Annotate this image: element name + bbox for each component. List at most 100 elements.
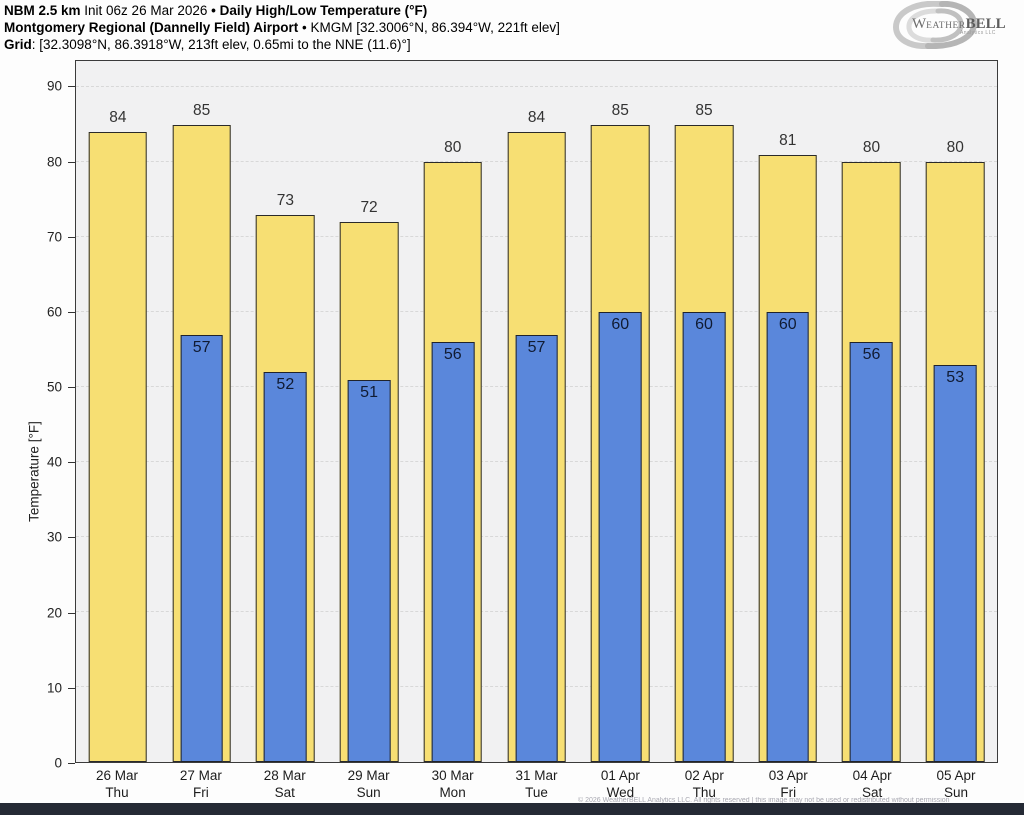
x-tick-date: 27 Mar: [179, 768, 222, 783]
chart-header: NBM 2.5 km Init 06z 26 Mar 2026 • Daily …: [4, 2, 560, 53]
x-tick-day: Wed: [606, 785, 635, 800]
low-bar: 60: [598, 312, 642, 762]
high-value-label: 80: [444, 139, 462, 157]
x-tick-day: Fri: [780, 785, 797, 800]
bar-group-31-Mar: 84 57: [495, 61, 579, 762]
station-meta: KMGM [32.3006°N, 86.394°W, 221ft elev]: [310, 20, 560, 35]
x-tick-day: Sun: [356, 785, 381, 800]
high-value-label: 84: [109, 109, 127, 127]
high-value-label: 80: [946, 139, 964, 157]
x-axis-labels: 26 Mar Thu 27 Mar Fri 28 Mar Sat 29 Mar Sun 30 M…: [75, 767, 998, 801]
y-axis: Temperature [°F] 0 10 20 30 40 50 60 70 80 90: [0, 60, 75, 771]
bar-group-02-Apr: 85 60: [662, 61, 746, 762]
high-value-label: 81: [779, 131, 797, 149]
x-tick-date: 26 Mar: [95, 768, 138, 783]
low-value-label: 51: [360, 383, 378, 401]
y-tick-mark: [68, 236, 75, 238]
y-tick-label: 90: [46, 78, 62, 94]
x-tick-day: Sat: [861, 785, 883, 800]
high-bar: [88, 132, 148, 762]
low-bar: 56: [431, 342, 475, 762]
header-line-3: Grid: [32.3098°N, 86.3918°W, 213ft elev,…: [4, 36, 560, 53]
x-tick-label: 29 Mar Sun: [327, 767, 411, 801]
logo-wordmark: WEATHERBELL: [912, 15, 1006, 33]
y-tick-mark: [68, 763, 75, 764]
x-tick-day: Sun: [944, 785, 969, 800]
low-value-label: 60: [611, 316, 630, 334]
logo-smallcaps: EATHER: [926, 21, 966, 31]
low-bar: 60: [766, 312, 810, 762]
header-line-1: NBM 2.5 km Init 06z 26 Mar 2026 • Daily …: [4, 2, 560, 19]
grid-label: Grid: [4, 37, 32, 52]
copyright-text: © 2026 WeatherBELL Analytics LLC. All ri…: [578, 797, 950, 804]
y-tick-label: 10: [46, 680, 62, 696]
x-tick-label: 28 Mar Sat: [243, 767, 327, 801]
x-tick-label: 30 Mar Mon: [411, 767, 495, 801]
grid-value: : [32.3098°N, 86.3918°W, 213ft elev, 0.6…: [31, 37, 411, 52]
x-tick-day: Tue: [525, 785, 548, 800]
low-bar: 57: [180, 334, 223, 762]
y-tick-label: 80: [46, 154, 62, 170]
x-tick-day: Thu: [105, 785, 129, 800]
x-tick-label: 26 Mar Thu: [75, 767, 159, 801]
bar-group-26-Mar: 84: [76, 61, 160, 762]
x-tick-date: 03 Apr: [768, 768, 808, 783]
y-tick-mark: [68, 86, 75, 88]
x-tick-day: Fri: [192, 785, 209, 800]
x-tick-day: Thu: [692, 785, 716, 800]
low-value-label: 56: [443, 346, 462, 364]
low-bar: 51: [347, 379, 391, 762]
low-bar: 60: [682, 312, 726, 762]
y-tick-mark: [68, 687, 75, 689]
low-value-label: 57: [192, 338, 211, 356]
low-value-label: 52: [276, 376, 295, 394]
y-axis-title: Temperature [°F]: [26, 421, 42, 522]
bar-group-03-Apr: 81 60: [746, 61, 830, 762]
weatherbell-logo: WEATHERBELL Analytics LLC: [878, 0, 1014, 50]
low-bar: 52: [263, 372, 307, 762]
low-value-label: 60: [695, 316, 713, 334]
x-tick-date: 28 Mar: [263, 768, 306, 783]
x-tick-day: Sat: [274, 785, 295, 800]
bullet-separator: •: [298, 20, 311, 35]
bar-group-29-Mar: 72 51: [327, 61, 411, 762]
y-tick-mark: [68, 612, 75, 614]
high-value-label: 72: [360, 199, 378, 217]
x-tick-label: 01 Apr Wed: [578, 767, 662, 801]
hurricane-swirl-icon: [892, 1, 978, 49]
high-value-label: 85: [695, 101, 713, 119]
bar-group-30-Mar: 80 56: [411, 61, 495, 762]
bar-group-28-Mar: 73 52: [243, 61, 327, 762]
high-value-label: 85: [192, 101, 211, 119]
x-tick-date: 01 Apr: [600, 768, 640, 783]
bottom-window-bar: [0, 803, 1024, 815]
x-tick-date: 04 Apr: [852, 768, 892, 783]
low-value-label: 60: [778, 316, 797, 334]
y-tick-mark: [68, 161, 75, 163]
model-name: NBM 2.5 km: [4, 3, 81, 18]
y-tick-label: 30: [46, 529, 62, 545]
product-title: Daily High/Low Temperature (°F): [219, 3, 428, 18]
low-bar: 53: [933, 364, 977, 762]
low-bar: 57: [515, 334, 558, 762]
low-value-label: 56: [862, 346, 881, 364]
x-tick-label: 05 Apr Sun: [914, 767, 998, 801]
x-tick-label: 03 Apr Fri: [746, 767, 830, 801]
x-tick-label: 27 Mar Fri: [159, 767, 243, 801]
y-tick-label: 0: [54, 755, 62, 771]
x-tick-day: Mon: [439, 785, 466, 800]
x-tick-label: 02 Apr Thu: [662, 767, 746, 801]
bars-layer: 84 85 57 73 52 72 51 80 56 84 57 85 60 85 60 81 60 80 56 80…: [76, 61, 997, 762]
high-value-label: 73: [276, 191, 294, 209]
x-tick-date: 31 Mar: [515, 768, 558, 783]
init-time: Init 06z 26 Mar 2026: [80, 3, 212, 18]
bar-group-05-Apr: 80 53: [913, 61, 997, 762]
logo-subtext: Analytics LLC: [960, 30, 996, 36]
y-tick-mark: [68, 537, 75, 539]
logo-bell: BELL: [965, 16, 1006, 32]
x-tick-date: 02 Apr: [684, 768, 724, 783]
high-value-label: 80: [862, 139, 881, 157]
logo-initial: W: [912, 16, 927, 32]
x-tick-label: 04 Apr Sat: [830, 767, 914, 801]
bar-group-01-Apr: 85 60: [578, 61, 662, 762]
